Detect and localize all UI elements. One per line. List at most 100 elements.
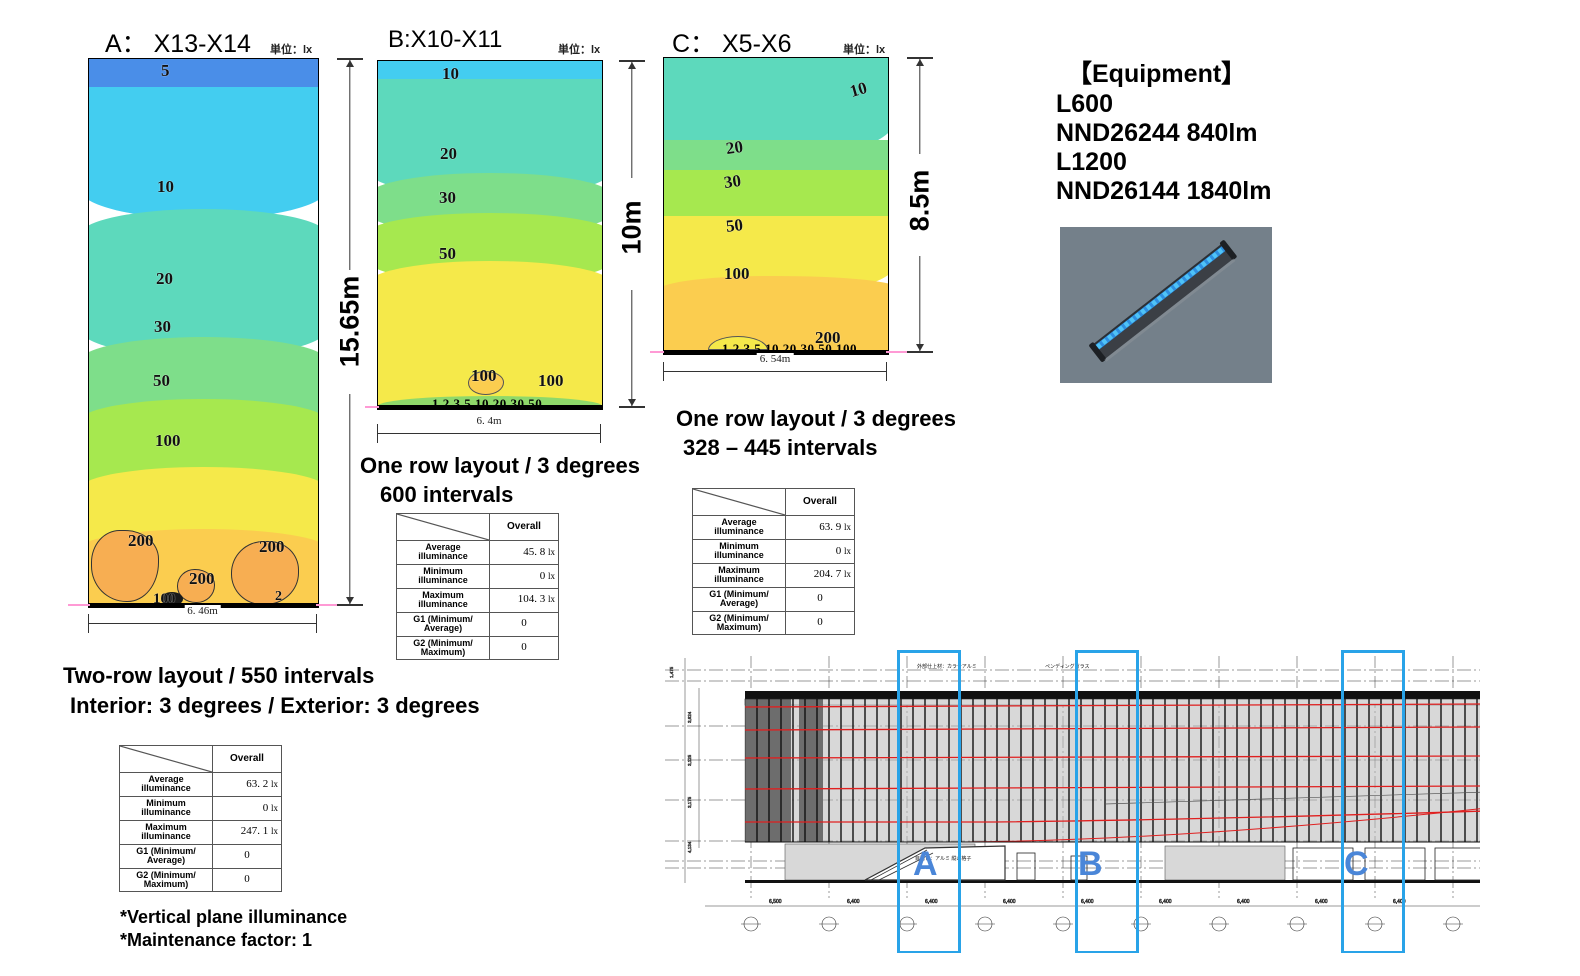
chart-a-contour-plot: 5 10 20 30 50 100 200 200 200 100 2 (88, 58, 319, 608)
table-row: G2 (Minimum/ Maximum) 0 (692, 610, 855, 636)
row-value: 0 (212, 843, 282, 869)
chart-c-width-label: 6. 54m (756, 353, 794, 365)
svg-text:6,400: 6,400 (1315, 899, 1328, 905)
band-100-blob (468, 371, 504, 395)
table-row: Minimum illuminance 0 lx (692, 538, 855, 564)
svg-text:3,624: 3,624 (687, 711, 692, 723)
contour-label: 20 (440, 144, 457, 163)
contour-label: 50 (725, 215, 744, 236)
row-value: 63. 9 lx (785, 515, 855, 540)
row-value: 247. 1 lx (212, 819, 282, 845)
row-value: 0 (785, 610, 855, 636)
lamp-blob (161, 592, 183, 606)
equipment-line3: L1200 (1056, 148, 1127, 176)
pink-base-line (886, 351, 920, 353)
row-label: G1 (Minimum/ Average) (396, 611, 490, 637)
pink-base-line (68, 604, 90, 606)
table-row: G1 (Minimum/ Average) 0 (692, 586, 855, 612)
row-label: Average illuminance (396, 540, 490, 565)
elevation-annotation-1: 外部仕上材：カラーアルミ (917, 663, 977, 670)
row-label: Maximum illuminance (396, 587, 490, 613)
elevation-svg: 外部仕上材：カラーアルミ ペンディングガラス 目隠し：アルミ 縦山格子 6,50… (665, 648, 1480, 953)
chart-a-width-label: 6. 46m (184, 605, 221, 617)
contour-label: 100 (471, 366, 497, 385)
band-gt200-center (177, 569, 215, 603)
chart-b-width-label: 6. 4m (473, 415, 505, 427)
table-row: Minimum illuminance 0 lx (119, 795, 282, 821)
contour-label: 5 (161, 61, 170, 80)
contour-label: 100 (155, 431, 181, 450)
chart-c-height-label: 8.5m (904, 169, 935, 232)
chart-a-title: A： X13-X14 (105, 30, 251, 58)
band-5-10 (89, 87, 318, 219)
chart-a-caption-line2: Interior: 3 degrees / Exterior: 3 degree… (70, 693, 480, 718)
band-100-200 (664, 276, 888, 354)
chart-b-title: B:X10-X11 (388, 26, 503, 53)
table-corner-cell (692, 488, 786, 516)
chart-c-caption-line1: One row layout / 3 degrees (676, 406, 956, 431)
chart-c-contour-plot: 10 20 30 50 100 200 1 2 3 5 10 20 30 50 … (663, 57, 889, 355)
highlight-label-b: B (1078, 845, 1103, 883)
highlight-box-a[interactable] (897, 650, 961, 953)
table-header-overall: Overall (785, 488, 855, 516)
table-row: Average illuminance 45. 8 lx (396, 540, 559, 565)
table-row: Minimum illuminance 0 lx (396, 563, 559, 589)
floor-line (378, 405, 602, 409)
table-row: Maximum illuminance 104. 3 lx (396, 587, 559, 613)
row-value: 0 lx (212, 795, 282, 821)
contour-label: 2 (275, 589, 282, 604)
row-label: G2 (Minimum/ Maximum) (119, 867, 213, 893)
chart-b-results-table: Overall Average illuminance 45. 8 lx Min… (396, 513, 559, 661)
equipment-heading: 【Equipment】 (1067, 60, 1247, 88)
product-photo (1060, 227, 1272, 383)
svg-text:6,400: 6,400 (1159, 899, 1172, 905)
contour-label: 100 (538, 371, 564, 390)
table-header-overall: Overall (212, 745, 282, 773)
table-row: G2 (Minimum/ Maximum) 0 (119, 867, 282, 893)
row-label: Minimum illuminance (396, 563, 490, 589)
svg-text:3,125: 3,125 (687, 754, 692, 766)
row-label: G1 (Minimum/ Average) (119, 843, 213, 869)
row-value: 45. 8 lx (489, 540, 559, 565)
svg-text:6,400: 6,400 (1393, 899, 1406, 905)
contour-label: 30 (439, 188, 456, 207)
row-label: G2 (Minimum/ Maximum) (396, 635, 490, 661)
highlight-label-c: C (1344, 845, 1369, 883)
chart-b-width-dimension: 6. 4m (377, 415, 601, 444)
highlight-box-b[interactable] (1075, 650, 1139, 953)
chart-b-height-dimension: 10m (612, 60, 652, 408)
table-header-overall: Overall (489, 513, 559, 541)
chart-b-caption-line1: One row layout / 3 degrees (360, 453, 640, 478)
row-value: 104. 3 lx (489, 587, 559, 613)
chart-c-results-table: Overall Average illuminance 63. 9 lx Min… (692, 488, 855, 636)
contour-label: 30 (154, 317, 171, 336)
contour-label: 100 (724, 264, 750, 283)
elevation-drawing: 外部仕上材：カラーアルミ ペンディングガラス 目隠し：アルミ 縦山格子 6,50… (665, 648, 1480, 953)
chart-c-width-dimension: 6. 54m (663, 353, 887, 382)
svg-text:3,175: 3,175 (687, 796, 692, 808)
band-10-20 (89, 209, 318, 357)
pink-base-line (650, 351, 664, 353)
contour-label: 10 (442, 64, 459, 83)
chart-b-caption-line2: 600 intervals (380, 482, 514, 507)
table-row: Average illuminance 63. 2 lx (119, 772, 282, 797)
svg-text:4,134: 4,134 (687, 841, 692, 853)
svg-text:6,400: 6,400 (925, 899, 938, 905)
table-row: G1 (Minimum/ Average) 0 (396, 611, 559, 637)
svg-text:6,400: 6,400 (1003, 899, 1016, 905)
note-line1: *Vertical plane illuminance (120, 907, 348, 927)
floor-line (664, 350, 888, 354)
row-label: Maximum illuminance (119, 819, 213, 845)
row-label: G2 (Minimum/ Maximum) (692, 610, 786, 636)
elevation-annotation-3: 目隠し：アルミ 縦山格子 (915, 855, 971, 862)
row-label: Minimum illuminance (119, 795, 213, 821)
svg-text:1,475: 1,475 (669, 666, 674, 678)
highlight-box-c[interactable] (1341, 650, 1405, 953)
chart-c-caption-line2: 328 – 445 intervals (683, 435, 878, 460)
chart-c-unit-label: 単位：lx (843, 44, 886, 56)
contour-label: 200 (815, 328, 841, 347)
row-label: Minimum illuminance (692, 538, 786, 564)
contour-label: 30 (722, 170, 743, 193)
contour-label: 200 (259, 537, 285, 556)
contour-label: 50 (439, 244, 456, 263)
